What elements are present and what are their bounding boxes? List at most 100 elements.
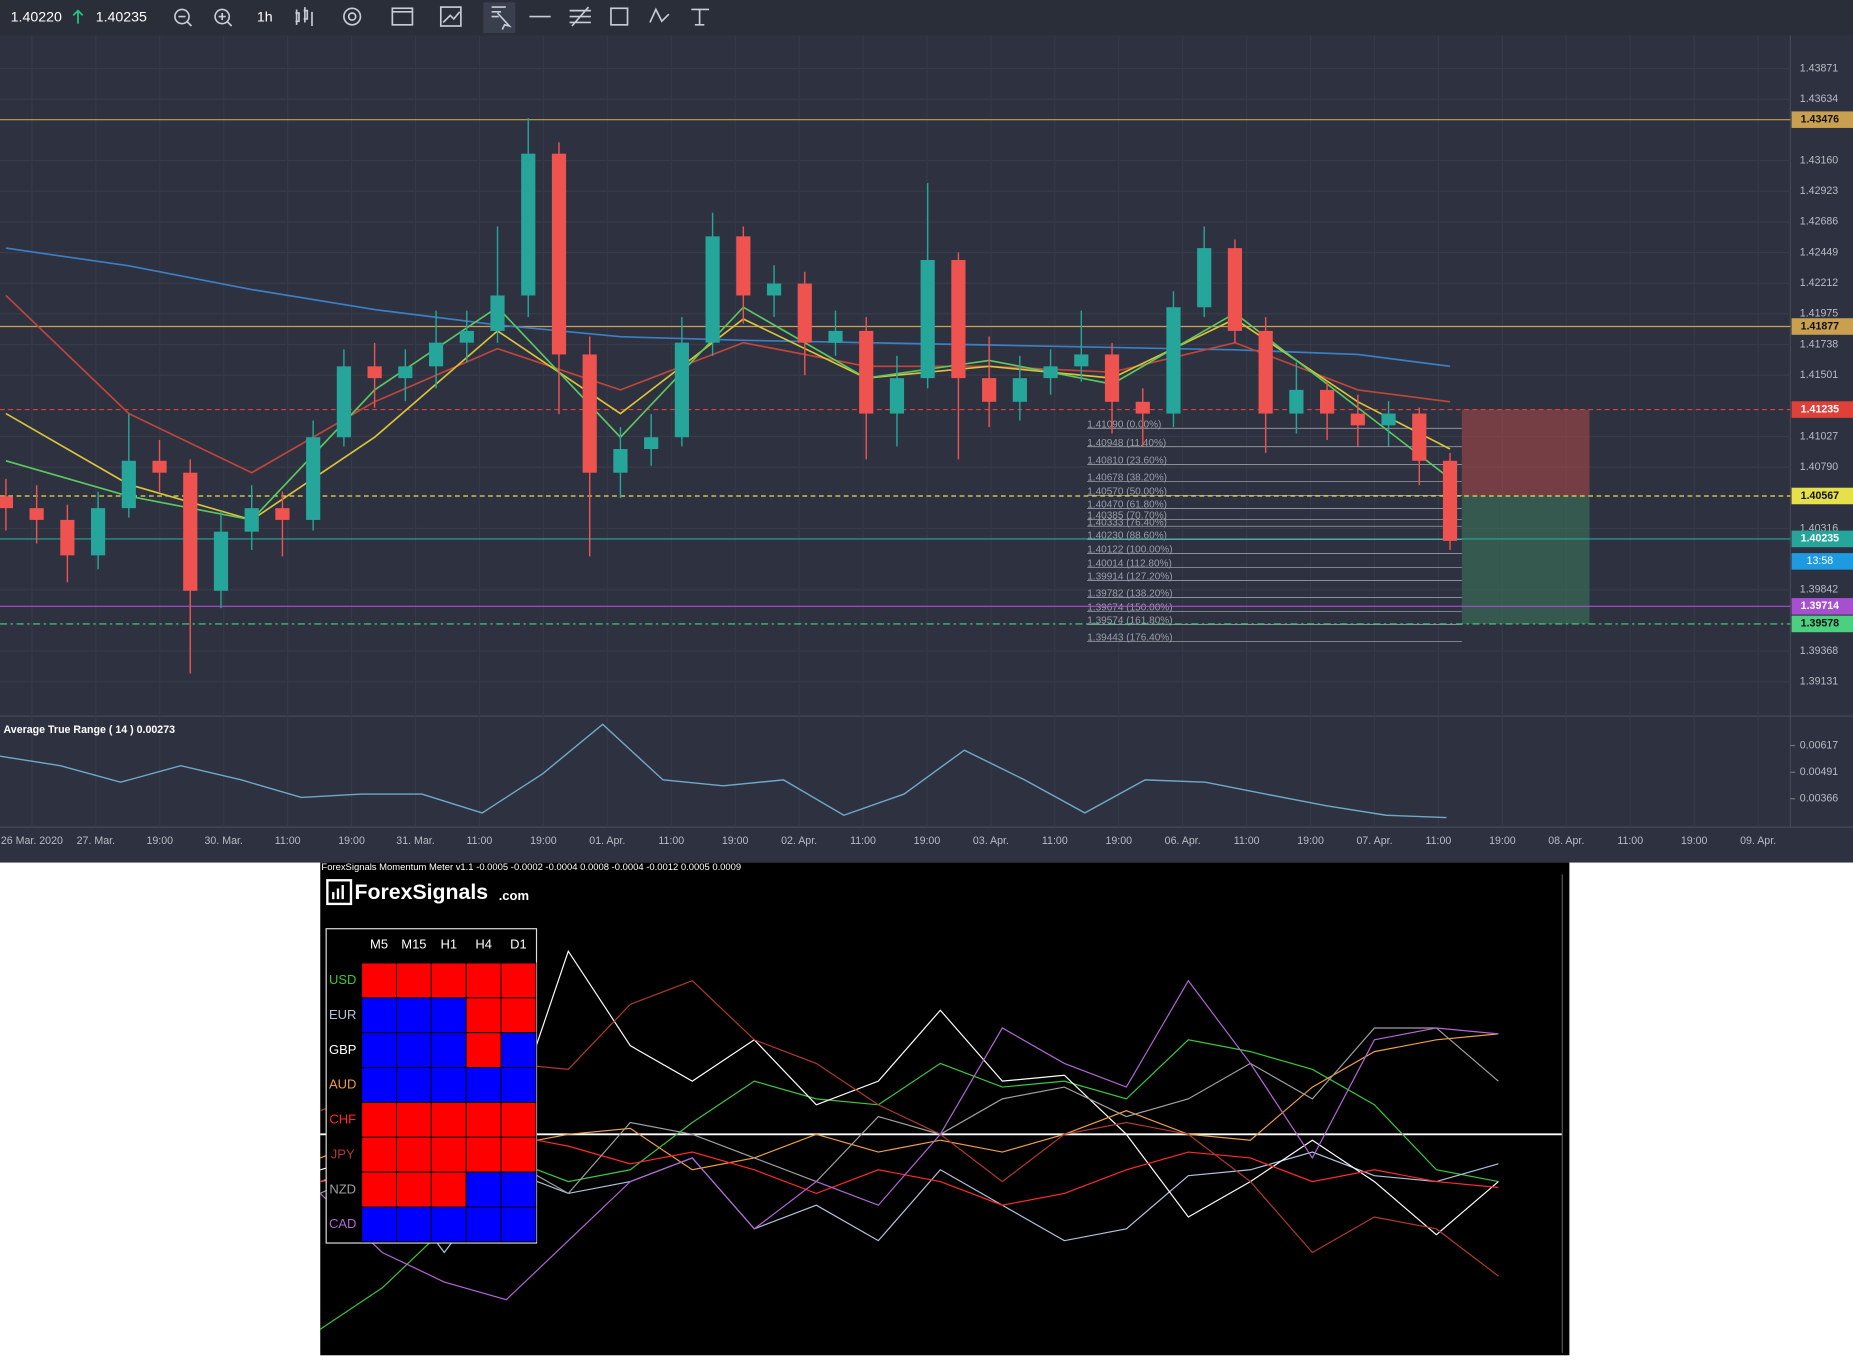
- candle-body: [797, 283, 812, 343]
- strength-cell: [465, 1032, 502, 1069]
- candle-body: [766, 283, 782, 296]
- x-tick-label: 30. Mar.: [205, 835, 243, 847]
- candle-body: [1227, 248, 1243, 331]
- logo-icon: [326, 879, 353, 906]
- candle-body: [306, 437, 321, 520]
- templates-button[interactable]: [391, 7, 414, 26]
- brush-button[interactable]: [649, 7, 670, 23]
- strength-cell: [500, 962, 537, 999]
- x-tick-label: 11:00: [467, 835, 493, 847]
- fib-label: 1.39574 (161.80%): [1087, 616, 1172, 627]
- candle-body: [1289, 389, 1304, 414]
- timeframe-header: M15: [401, 937, 426, 952]
- y-tick-label: 1.39131: [1800, 676, 1839, 688]
- fib-label: 1.40470 (61.80%): [1087, 500, 1167, 511]
- strength-cell: [465, 997, 502, 1034]
- strength-cell: [465, 1136, 502, 1173]
- atr-chart: 0.00617 0.00491 0.00366: [0, 723, 1839, 819]
- strength-cell: [500, 1067, 537, 1103]
- target-zone: [1461, 495, 1590, 624]
- rectangle-button[interactable]: [610, 7, 629, 26]
- fib-label: 1.40570 (50.00%): [1087, 487, 1167, 498]
- candle-body: [889, 378, 905, 414]
- candle-body: [90, 508, 106, 556]
- strength-cell: [465, 962, 502, 999]
- y-tick-label: 0.00617: [1800, 739, 1839, 751]
- channel-button[interactable]: [569, 6, 591, 27]
- fib-label: 1.40333 (76.40%): [1087, 517, 1167, 528]
- fib-label: 1.40948 (11.40%): [1087, 438, 1166, 449]
- candle-body: [1320, 389, 1335, 414]
- zoom-in-button[interactable]: [214, 8, 233, 27]
- currency-label: AUD: [329, 1077, 356, 1092]
- price-badge-label: 1.39578: [1801, 618, 1840, 630]
- cursor-button[interactable]: [491, 6, 512, 30]
- fib-label: 1.39674 (150.00%): [1087, 603, 1172, 614]
- strength-cell: [396, 1067, 432, 1103]
- price-badge-label: 1.40567: [1801, 490, 1840, 502]
- x-tick-label: 19:00: [722, 835, 749, 847]
- strength-cell: [361, 1032, 397, 1069]
- timeframe-button[interactable]: 1h: [257, 9, 273, 25]
- candle-body: [1442, 460, 1458, 541]
- candle-body: [951, 260, 966, 379]
- toolbar-icons: [174, 2, 710, 34]
- candle-body: [60, 519, 75, 556]
- ask-price: 1.40235: [96, 9, 147, 25]
- y-tick-label: 1.39368: [1800, 645, 1839, 657]
- y-tick-label: 1.42923: [1800, 185, 1839, 197]
- strength-cell: [361, 1067, 397, 1103]
- strength-cell: [396, 1136, 432, 1173]
- zoom-out-button[interactable]: [174, 8, 193, 27]
- fib-label: 1.41090 (0.00%): [1087, 419, 1161, 430]
- fib-label: 1.39443 (176.40%): [1087, 632, 1172, 643]
- price-badge-label: 1.41235: [1801, 403, 1840, 415]
- strength-cell: [361, 997, 397, 1034]
- candle-body: [183, 472, 198, 591]
- countdown-label: 13:58: [1807, 555, 1834, 567]
- strength-cell: [396, 1032, 432, 1069]
- strength-cell: [361, 1136, 397, 1173]
- x-tick-label: 31. Mar.: [396, 835, 434, 847]
- stop-zone: [1461, 409, 1590, 496]
- moving-average: [5, 247, 1451, 368]
- strength-cell: [361, 1171, 397, 1208]
- strength-cell: [430, 1206, 467, 1243]
- text-button[interactable]: [691, 8, 710, 26]
- candle-body: [275, 508, 290, 520]
- y-tick-label: 1.41738: [1800, 338, 1839, 350]
- candle-body: [736, 236, 751, 296]
- candle-body: [1258, 330, 1273, 414]
- strength-cell: [500, 1032, 537, 1069]
- candle-body: [521, 153, 536, 296]
- strength-cell: [430, 1067, 467, 1103]
- y-tick-label: 1.41501: [1800, 369, 1839, 381]
- candle-body: [29, 508, 44, 520]
- logo-suffix: .com: [499, 888, 529, 903]
- logo-text: ForexSignals: [355, 880, 489, 904]
- candle-body: [828, 330, 843, 343]
- currency-label: EUR: [329, 1007, 356, 1022]
- price-badge: [1791, 401, 1853, 418]
- y-tick-label: 1.42449: [1800, 246, 1839, 258]
- x-tick-label: 11:00: [1042, 835, 1068, 847]
- x-tick-label: 02. Apr.: [781, 835, 817, 847]
- chart-type-button[interactable]: [295, 7, 313, 26]
- candle-body: [859, 330, 874, 414]
- logo: ForexSignals .com: [326, 879, 529, 906]
- timeframe-header: H4: [475, 937, 492, 952]
- price-badge: [1791, 615, 1853, 633]
- strength-cell: [500, 1206, 537, 1243]
- x-tick-label: 08. Apr.: [1548, 835, 1584, 847]
- candle-body: [644, 437, 659, 450]
- x-tick-label: 06. Apr.: [1165, 835, 1201, 847]
- x-tick-label: 01. Apr.: [589, 835, 625, 847]
- bid-price: 1.40220: [11, 9, 62, 25]
- indicators-button[interactable]: [439, 6, 462, 27]
- y-tick-label: 1.41975: [1800, 308, 1839, 320]
- candle-body: [582, 354, 597, 473]
- strength-cell: [500, 1171, 537, 1208]
- settings-button[interactable]: [343, 7, 362, 26]
- y-tick-label: 0.00491: [1800, 766, 1839, 778]
- price-badge: [1791, 111, 1853, 128]
